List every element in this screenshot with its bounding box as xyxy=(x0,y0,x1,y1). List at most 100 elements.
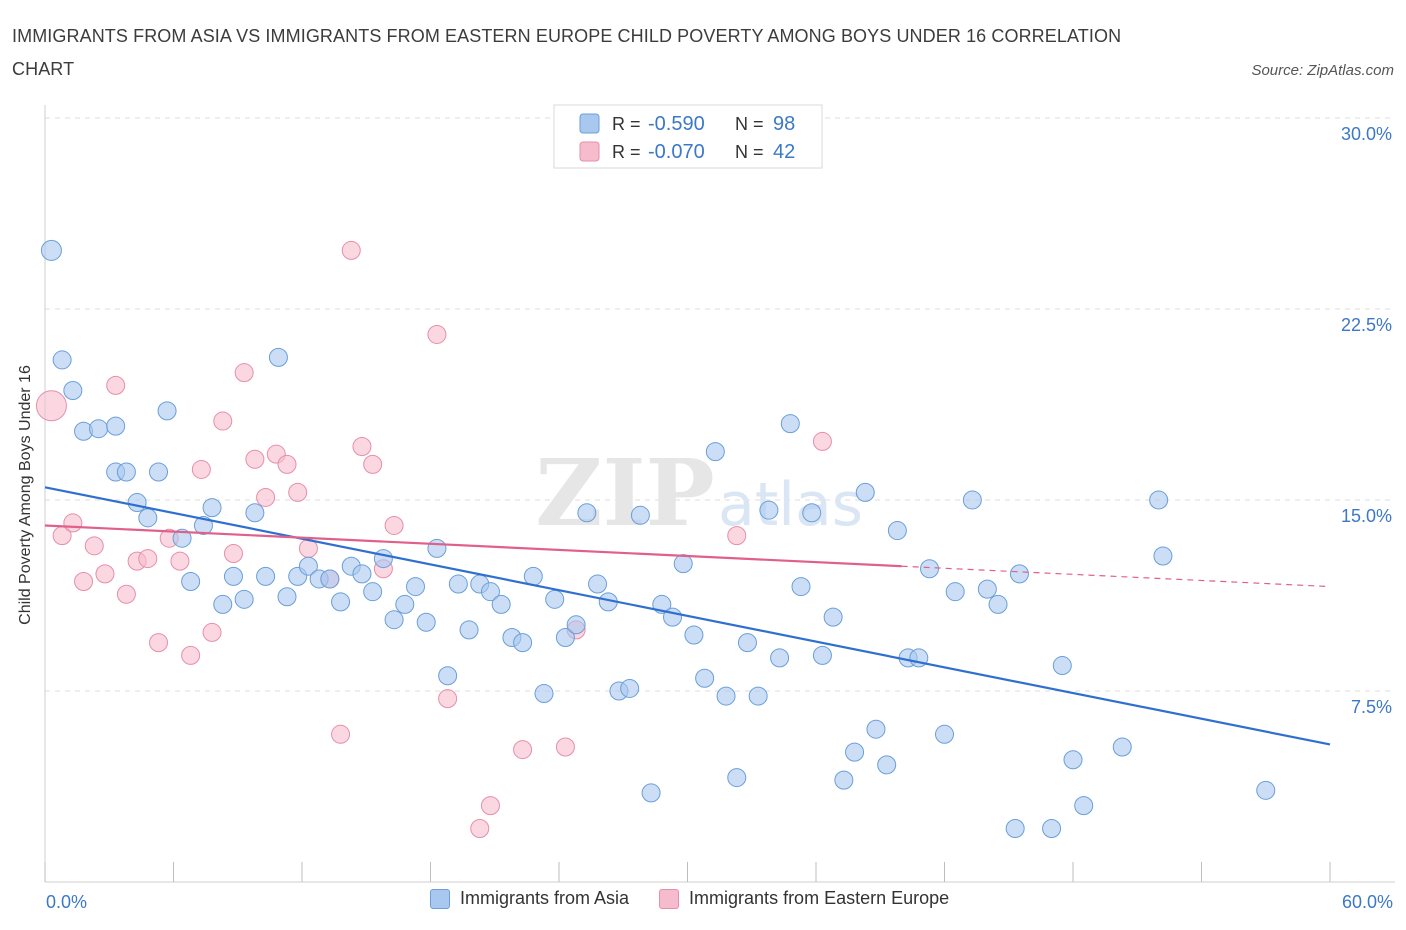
eastern-europe-point xyxy=(181,645,201,665)
legend-swatch xyxy=(579,141,600,162)
asia-point xyxy=(823,607,843,627)
asia-point xyxy=(448,574,468,594)
asia-point xyxy=(320,569,340,589)
legend-r-value: -0.590 xyxy=(648,113,705,135)
trend-lines xyxy=(44,486,1331,746)
asia-point xyxy=(1149,490,1169,510)
asia-point xyxy=(988,594,1008,614)
eastern-europe-point xyxy=(63,513,83,533)
asia-point xyxy=(802,503,822,523)
asia-point xyxy=(1005,819,1025,839)
asia-point xyxy=(373,549,393,569)
eastern-europe-point xyxy=(363,454,383,474)
asia-point xyxy=(213,594,233,614)
legend-n-label: N = xyxy=(735,142,764,162)
asia-point xyxy=(1063,750,1083,770)
legend-r-label: R = xyxy=(612,142,641,162)
asia-point xyxy=(89,419,109,439)
asia-point xyxy=(63,380,83,400)
legend-item-asia: Immigrants from Asia xyxy=(430,888,629,909)
asia-point xyxy=(620,678,640,698)
legend-swatch-eastern-europe xyxy=(659,888,680,909)
eastern-europe-point xyxy=(352,437,372,457)
y-tick-labels: 7.5% 15.0% 22.5% 30.0% xyxy=(1341,124,1392,717)
legend-n-value: 98 xyxy=(773,113,795,135)
eastern-europe-point xyxy=(331,724,351,744)
asia-point xyxy=(406,577,426,597)
asia-point xyxy=(1052,656,1072,676)
asia-point xyxy=(1112,737,1132,757)
eastern-europe-point xyxy=(35,390,67,422)
source-label: Source: ZipAtlas.com xyxy=(1251,62,1394,79)
asia-point xyxy=(331,592,351,612)
y-axis-label: Child Poverty Among Boys Under 16 xyxy=(17,365,34,625)
asia-point xyxy=(920,559,940,579)
asia-point xyxy=(480,582,500,602)
asia-point xyxy=(770,648,790,668)
asia-point xyxy=(748,686,768,706)
eastern-europe-point xyxy=(74,571,94,591)
watermark: ZIP atlas xyxy=(535,439,863,547)
eastern-europe-point xyxy=(116,584,136,604)
trend-line-eastern-europe-extension xyxy=(901,565,1331,588)
asia-point xyxy=(157,401,177,421)
eastern-europe-point xyxy=(223,543,243,563)
asia-point xyxy=(1153,546,1173,566)
x-tick-labels: 0.0% 60.0% xyxy=(46,892,1393,912)
y-tick-label: 15.0% xyxy=(1341,506,1392,526)
y-axis-label-wrap: Child Poverty Among Boys Under 16 xyxy=(4,330,48,660)
asia-point xyxy=(395,594,415,614)
legend-label-eastern-europe: Immigrants from Eastern Europe xyxy=(689,888,950,908)
asia-point xyxy=(716,686,736,706)
eastern-europe-point xyxy=(95,564,115,584)
trend-line-asia xyxy=(44,486,1331,746)
asia-point xyxy=(384,610,404,630)
asia-point xyxy=(780,414,800,434)
asia-point xyxy=(673,554,693,574)
axes xyxy=(44,105,1395,883)
asia-point xyxy=(138,508,158,528)
asia-point xyxy=(877,755,897,775)
eastern-europe-point xyxy=(513,740,533,760)
x-tick-label: 0.0% xyxy=(46,892,87,912)
asia-point xyxy=(416,612,436,632)
asia-point xyxy=(513,633,533,653)
asia-point xyxy=(256,566,276,586)
asia-point xyxy=(1009,564,1029,584)
asia-point xyxy=(812,645,832,665)
asia-point xyxy=(172,528,192,548)
eastern-europe-point xyxy=(256,487,276,507)
eastern-europe-point xyxy=(234,363,254,383)
asia-point xyxy=(149,462,169,482)
eastern-europe-point xyxy=(191,459,211,479)
legend-n-label: N = xyxy=(735,114,764,134)
asia-point xyxy=(127,493,147,513)
legend-r-label: R = xyxy=(612,114,641,134)
asia-point xyxy=(534,684,554,704)
asia-point xyxy=(245,503,265,523)
eastern-europe-point xyxy=(555,737,575,757)
asia-point xyxy=(935,724,954,744)
asia-point xyxy=(977,579,997,599)
eastern-europe-point xyxy=(341,240,361,260)
bottom-legend: Immigrants from Asia Immigrants from Eas… xyxy=(430,888,949,909)
asia-point xyxy=(459,620,479,640)
eastern-europe-point xyxy=(480,796,500,816)
asia-point xyxy=(298,556,318,576)
asia-point xyxy=(277,587,297,607)
asia-point xyxy=(116,462,136,482)
asia-point xyxy=(40,239,62,261)
asia-point xyxy=(181,571,201,591)
eastern-europe-point xyxy=(384,515,404,535)
asia-point xyxy=(1074,796,1094,816)
asia-point xyxy=(641,783,661,803)
asia-point xyxy=(705,442,725,462)
chart-title: IMMIGRANTS FROM ASIA VS IMMIGRANTS FROM … xyxy=(12,26,1122,79)
eastern-europe-point xyxy=(277,454,297,474)
eastern-europe-point xyxy=(170,551,190,571)
asia-point xyxy=(491,594,511,614)
top-legend: R = -0.590 N = 98 R = -0.070 N = 42 xyxy=(553,104,823,169)
eastern-europe-point xyxy=(470,819,490,839)
legend-n-value: 42 xyxy=(773,141,795,163)
